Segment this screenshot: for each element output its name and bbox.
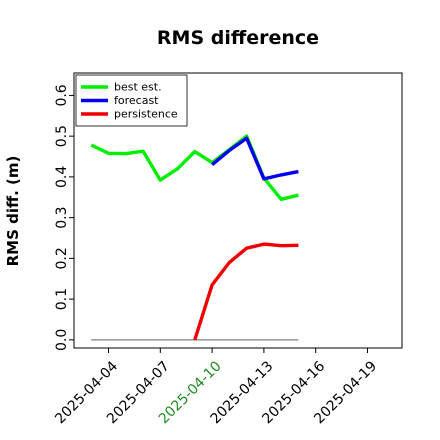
series-line-forecast	[211, 136, 299, 181]
y-tick-label: 0.4	[54, 166, 70, 188]
y-tick-label: 0.2	[54, 247, 70, 269]
series-line-persistence	[193, 242, 299, 341]
y-tick-label: 0.1	[54, 288, 70, 310]
series-layer	[90, 134, 299, 341]
y-axis-label: RMS diff. (m)	[4, 156, 22, 267]
chart-title: RMS difference	[157, 27, 319, 49]
y-tick-label: 0.0	[54, 329, 70, 351]
series-line-best-est	[90, 134, 299, 202]
y-tick-label: 0.5	[54, 125, 70, 147]
y-ticks: 0.0 0.1 0.2 0.3 0.4 0.5 0.6	[54, 84, 74, 351]
legend-label-persistence: persistence	[114, 108, 178, 121]
y-tick-label: 0.3	[54, 206, 70, 228]
legend-label-forecast: forecast	[114, 94, 159, 107]
x-ticks: 2025-04-042025-04-072025-04-102025-04-13…	[52, 348, 380, 427]
legend-label-best-est: best est.	[114, 81, 162, 94]
y-tick-label: 0.6	[54, 84, 70, 106]
plot-frame	[73, 72, 403, 349]
